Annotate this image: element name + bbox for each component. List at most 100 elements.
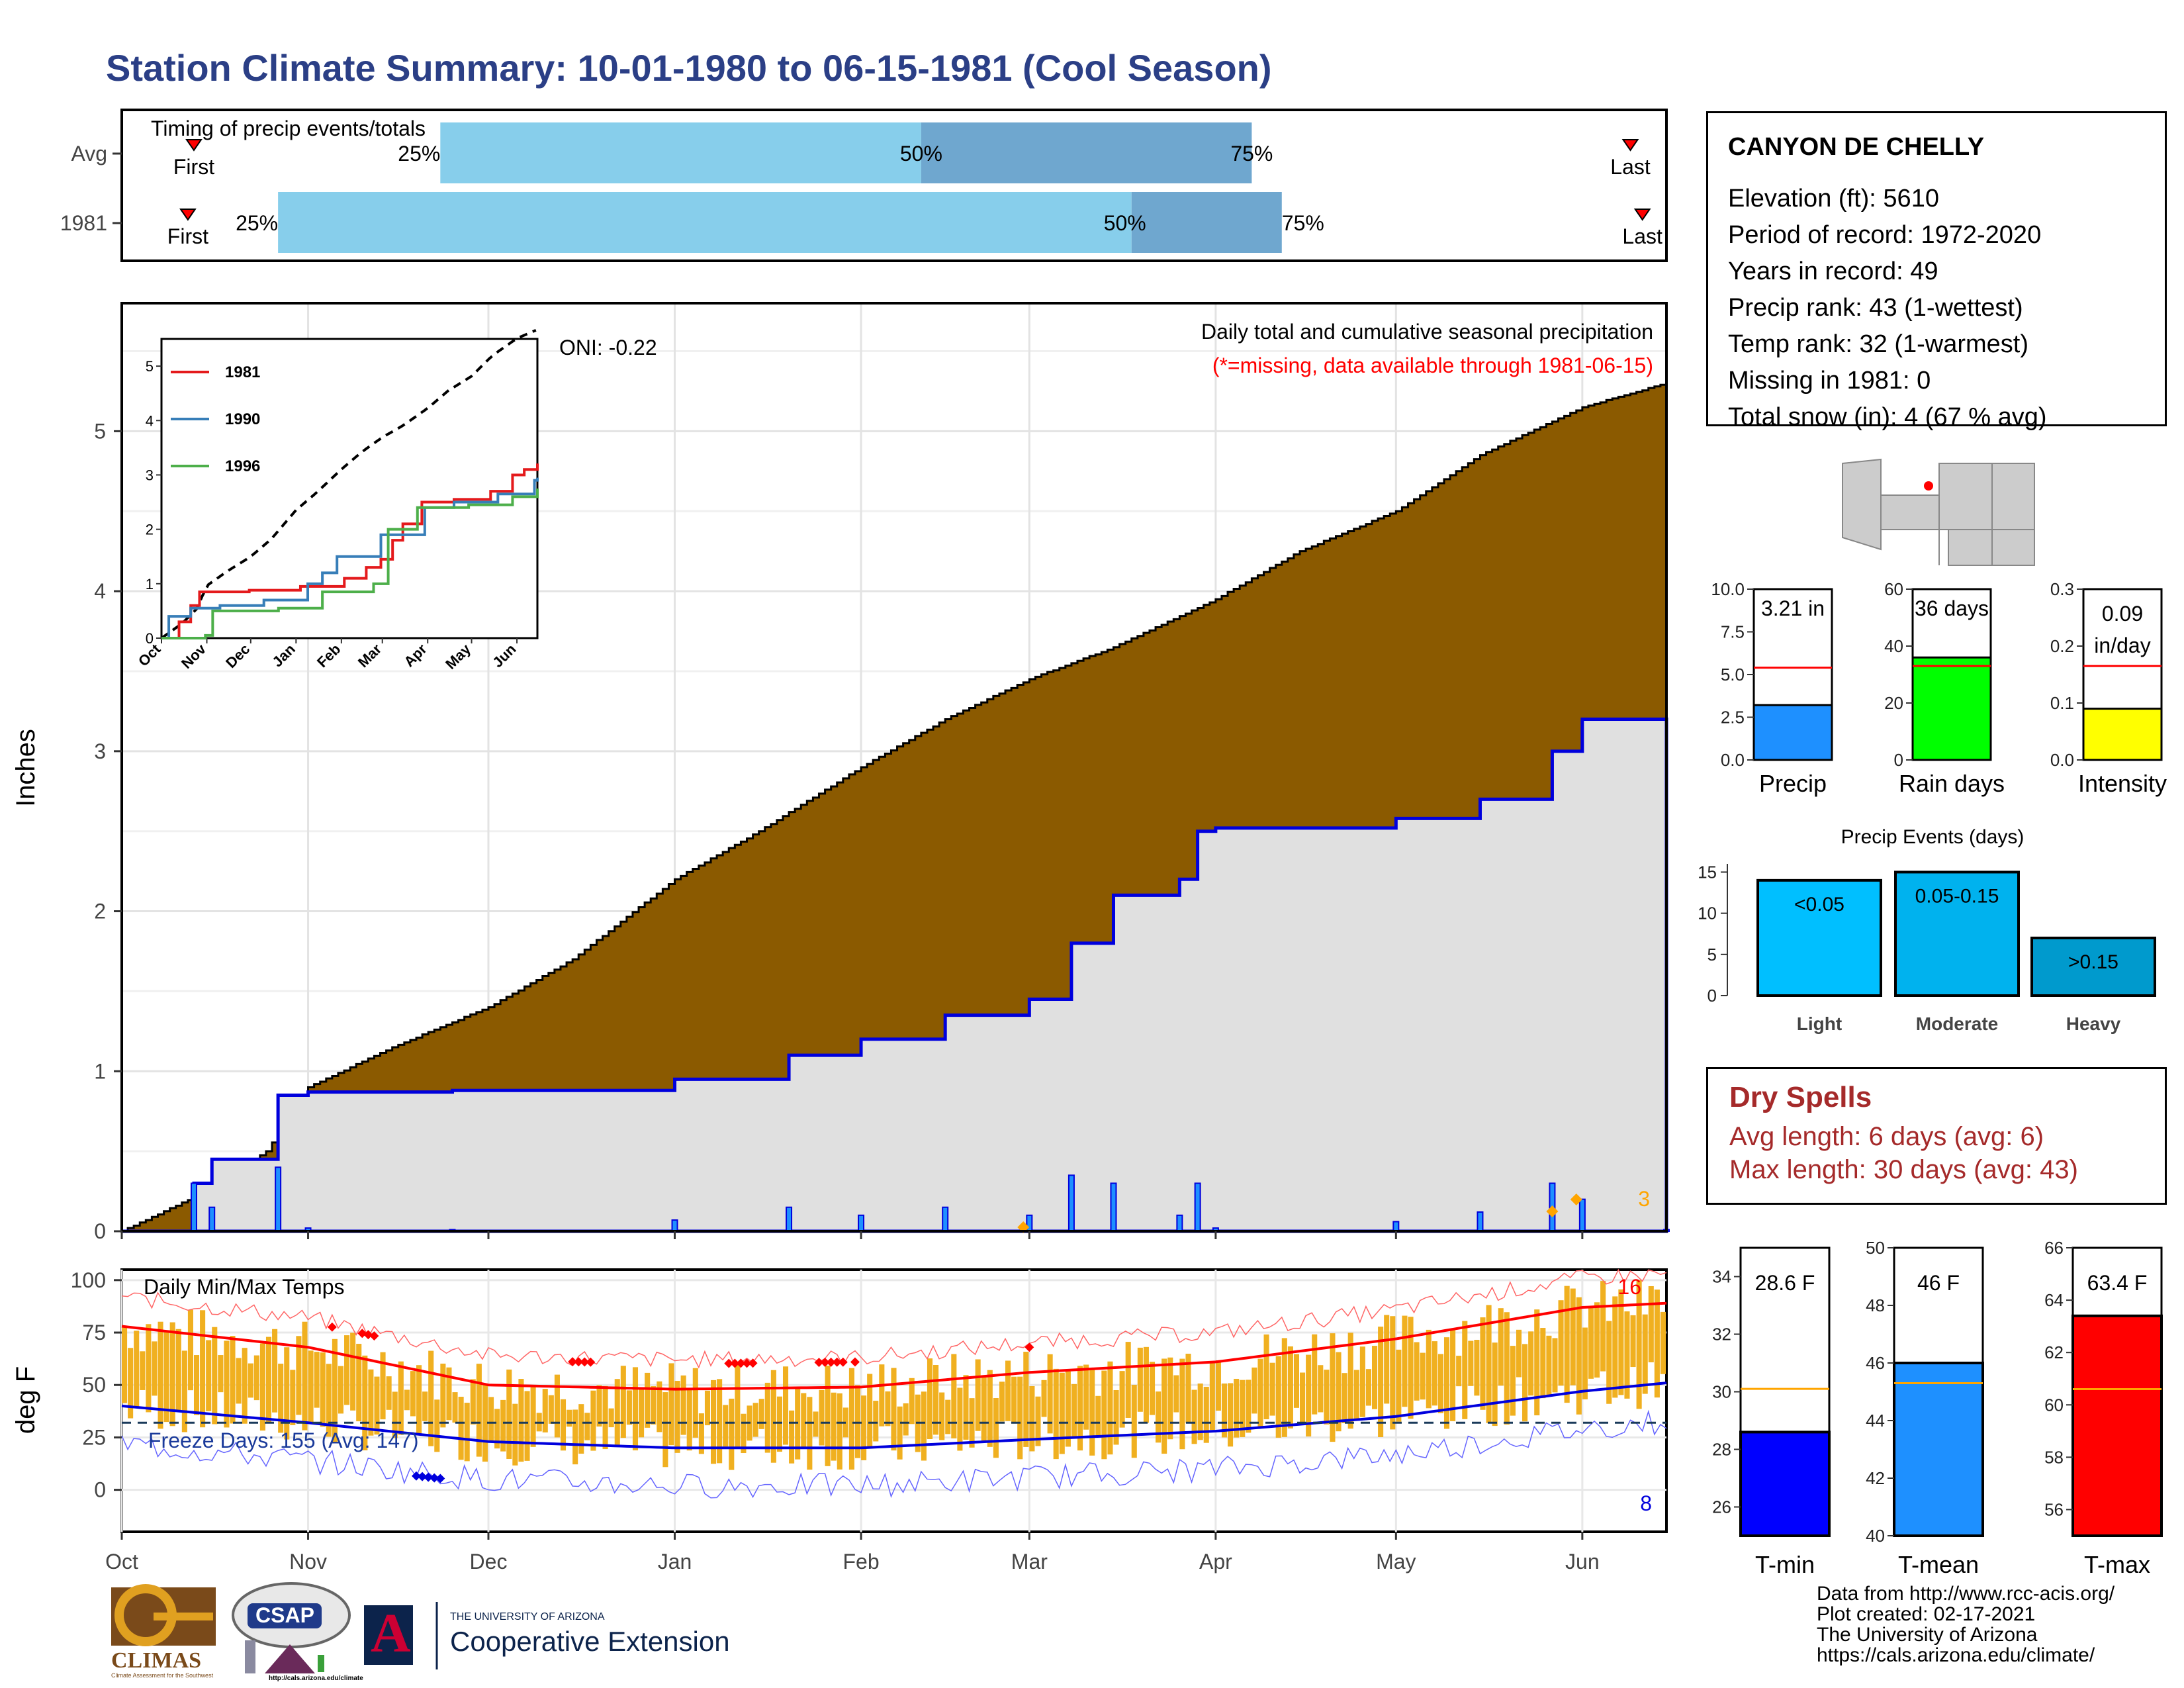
daily-temp-bar (1143, 1346, 1149, 1423)
daily-temp-bar (1035, 1396, 1041, 1446)
daily-temp-bar (795, 1388, 801, 1460)
daily-temp-bar (1065, 1371, 1071, 1447)
climas-logo-subtext: Climate Assessment for the Southwest (111, 1672, 214, 1679)
daily-temp-bar (927, 1358, 933, 1439)
daily-temp-bar (362, 1355, 368, 1450)
daily-temp-bar (308, 1350, 314, 1423)
daily-temp-bar (987, 1370, 993, 1447)
daily-temp-bar (1642, 1314, 1648, 1394)
timing-p25-0: 25% (398, 142, 440, 165)
timing-p50-1: 50% (1104, 211, 1146, 235)
daily-temp-bar (789, 1410, 795, 1464)
events-tick-label: 15 (1698, 862, 1717, 882)
daily-temp-bar (140, 1351, 146, 1390)
record-low-marker (412, 1471, 422, 1481)
daily-temp-bar (680, 1375, 686, 1435)
daily-temp-bar (1185, 1353, 1191, 1423)
daily-temp-bar (1011, 1376, 1017, 1424)
record-high-marker (832, 1357, 842, 1367)
daily-temp-bar (686, 1389, 692, 1451)
daily-temp-bar (1528, 1331, 1534, 1396)
timing-bar-q1-0 (440, 122, 921, 183)
events-category-Heavy: Heavy (2066, 1013, 2121, 1034)
daily-temp-bar (1636, 1280, 1642, 1409)
daily-temp-bar (1437, 1354, 1443, 1413)
daily-temp-bar (1089, 1369, 1095, 1456)
daily-temp-bar (837, 1393, 842, 1470)
temp-ytick-label: 100 (71, 1268, 106, 1292)
daily-temp-bar (651, 1386, 657, 1425)
daily-temp-bar (1443, 1337, 1450, 1429)
credit-plot-created: Plot created: 02-17-2021 (1817, 1603, 2036, 1625)
daily-temp-bar (422, 1391, 428, 1421)
daily-temp-bar (975, 1359, 981, 1431)
timing-p25-1: 25% (236, 211, 278, 235)
precip-missing-note: (*=missing, data available through 1981-… (1212, 353, 1653, 377)
daily-temp-bar (1546, 1335, 1552, 1397)
average-max-line (121, 1301, 1667, 1391)
station-elevation: Elevation (ft): 5610 (1728, 185, 1939, 212)
inset-ytick-label: 3 (146, 467, 154, 483)
daily-temp-bar (1071, 1383, 1077, 1437)
temp-ytick-label: 75 (82, 1321, 106, 1344)
daily-temp-bar (1263, 1334, 1269, 1420)
daily-temp-bar (999, 1382, 1005, 1422)
daily-temp-bar (1534, 1309, 1540, 1416)
daily-precip-bar (275, 1166, 282, 1232)
daily-temp-bar (1654, 1289, 1660, 1398)
daily-temp-bar (464, 1403, 470, 1462)
record-high-marker (586, 1357, 596, 1367)
daily-temp-bar (163, 1331, 169, 1423)
inset-legend-label-1996: 1996 (225, 457, 260, 475)
daily-temp-bar (320, 1352, 326, 1427)
timing-p75-1: 75% (1282, 211, 1324, 235)
daily-temp-bar (1402, 1315, 1408, 1407)
daily-temp-bar (1293, 1354, 1300, 1408)
daily-temp-bar (1191, 1389, 1197, 1444)
daily-temp-bar (512, 1403, 518, 1466)
daily-temp-bar (782, 1366, 789, 1445)
summary-bar-Intensity (2082, 708, 2163, 761)
daily-temp-bar (939, 1392, 945, 1440)
summary-tick-label: 7.5 (1721, 622, 1745, 642)
daily-temp-bar (662, 1392, 668, 1468)
temp-bar-tick-label: 64 (2044, 1290, 2064, 1310)
daily-temp-bar (921, 1391, 927, 1461)
daily-temp-bar (867, 1374, 873, 1448)
daily-temp-bar (1492, 1342, 1498, 1427)
daily-temp-bar (1257, 1358, 1263, 1427)
daily-temp-bar (776, 1396, 782, 1452)
daily-temp-bar (1450, 1329, 1456, 1421)
temp-bar-tick-label: 48 (1866, 1295, 1885, 1315)
inset-series-line-1996 (161, 489, 539, 639)
daily-temp-bar (729, 1398, 735, 1470)
daily-temp-bar (1240, 1380, 1246, 1437)
daily-precip-bar (208, 1206, 216, 1232)
record-high-marker (730, 1358, 740, 1368)
daily-temp-bar (1306, 1354, 1312, 1437)
daily-temp-bar (356, 1344, 362, 1422)
record-low-marker (424, 1472, 433, 1482)
events-bar-Light (1756, 878, 1882, 997)
temp-bar-label-T-mean: T-mean (1898, 1551, 1979, 1578)
daily-temp-bar (1287, 1346, 1293, 1429)
daily-temp-bar (265, 1336, 272, 1424)
daily-temp-bar (224, 1340, 230, 1428)
daily-temp-bar (1504, 1312, 1510, 1425)
events-bar-label-Heavy: >0.15 (2068, 951, 2118, 973)
month-label-dec: Dec (470, 1550, 508, 1573)
station-precip-rank: Precip rank: 43 (1-wettest) (1728, 294, 2023, 322)
summary-tick-label: 20 (1884, 693, 1903, 713)
daily-temp-bar (410, 1371, 416, 1417)
daily-temp-bar (1600, 1281, 1606, 1372)
daily-temp-bar (1173, 1375, 1179, 1413)
summary-tick-label: 0.1 (2050, 693, 2074, 713)
summary-label-Precip: Precip (1759, 770, 1827, 797)
average-min-line (121, 1382, 1667, 1450)
daily-precip-bar (1176, 1214, 1183, 1233)
inset-series-line-1981 (161, 463, 539, 639)
daily-temp-bar (1101, 1370, 1107, 1460)
daily-temp-bar (259, 1343, 265, 1431)
